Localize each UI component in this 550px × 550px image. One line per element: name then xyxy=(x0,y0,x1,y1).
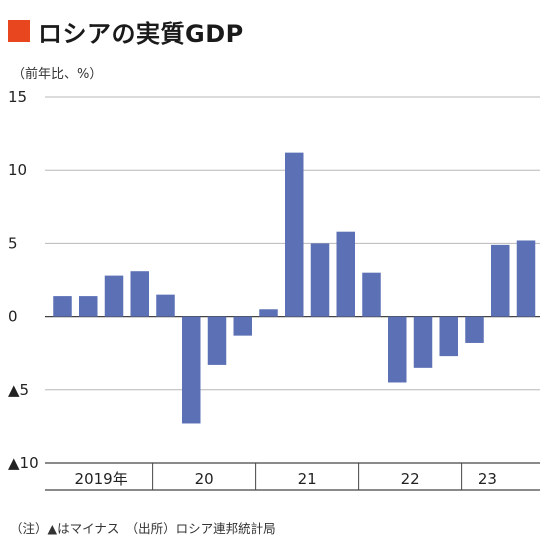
y-axis-unit-label: （前年比、%） xyxy=(12,67,103,82)
chart-title: ロシアの実質GDP xyxy=(38,19,244,48)
bar xyxy=(104,275,124,317)
bar xyxy=(233,316,252,336)
bar xyxy=(388,316,407,383)
bar xyxy=(491,244,510,317)
bar xyxy=(413,316,433,368)
bar xyxy=(130,271,149,317)
bar xyxy=(465,316,484,343)
bar xyxy=(439,316,458,357)
bar xyxy=(336,231,355,317)
y-tick-label: 15 xyxy=(8,88,27,106)
x-group-label: 2019年 xyxy=(75,470,128,488)
bar xyxy=(156,294,175,317)
y-tick-label: 5 xyxy=(8,234,18,252)
bar xyxy=(310,243,330,317)
bar xyxy=(79,296,98,317)
x-group-label: 20 xyxy=(195,470,214,488)
title-accent-square xyxy=(8,20,30,42)
y-tick-label: ▲5 xyxy=(8,381,29,399)
y-tick-label: ▲10 xyxy=(8,454,39,472)
chart-title-block: ロシアの実質GDP xyxy=(8,16,244,48)
bar xyxy=(259,309,278,317)
x-group-label: 22 xyxy=(401,470,420,488)
bar xyxy=(207,316,227,365)
bar xyxy=(53,296,72,317)
bar xyxy=(362,272,381,317)
y-tick-label: 10 xyxy=(8,161,27,179)
bar xyxy=(516,240,536,317)
bar xyxy=(285,152,304,317)
x-group-label: 23 xyxy=(478,470,497,488)
x-group-label: 21 xyxy=(298,470,317,488)
y-tick-label: 0 xyxy=(8,308,18,326)
bar xyxy=(182,316,201,424)
footnote: （注）▲はマイナス （出所）ロシア連邦統計局 xyxy=(10,521,276,536)
